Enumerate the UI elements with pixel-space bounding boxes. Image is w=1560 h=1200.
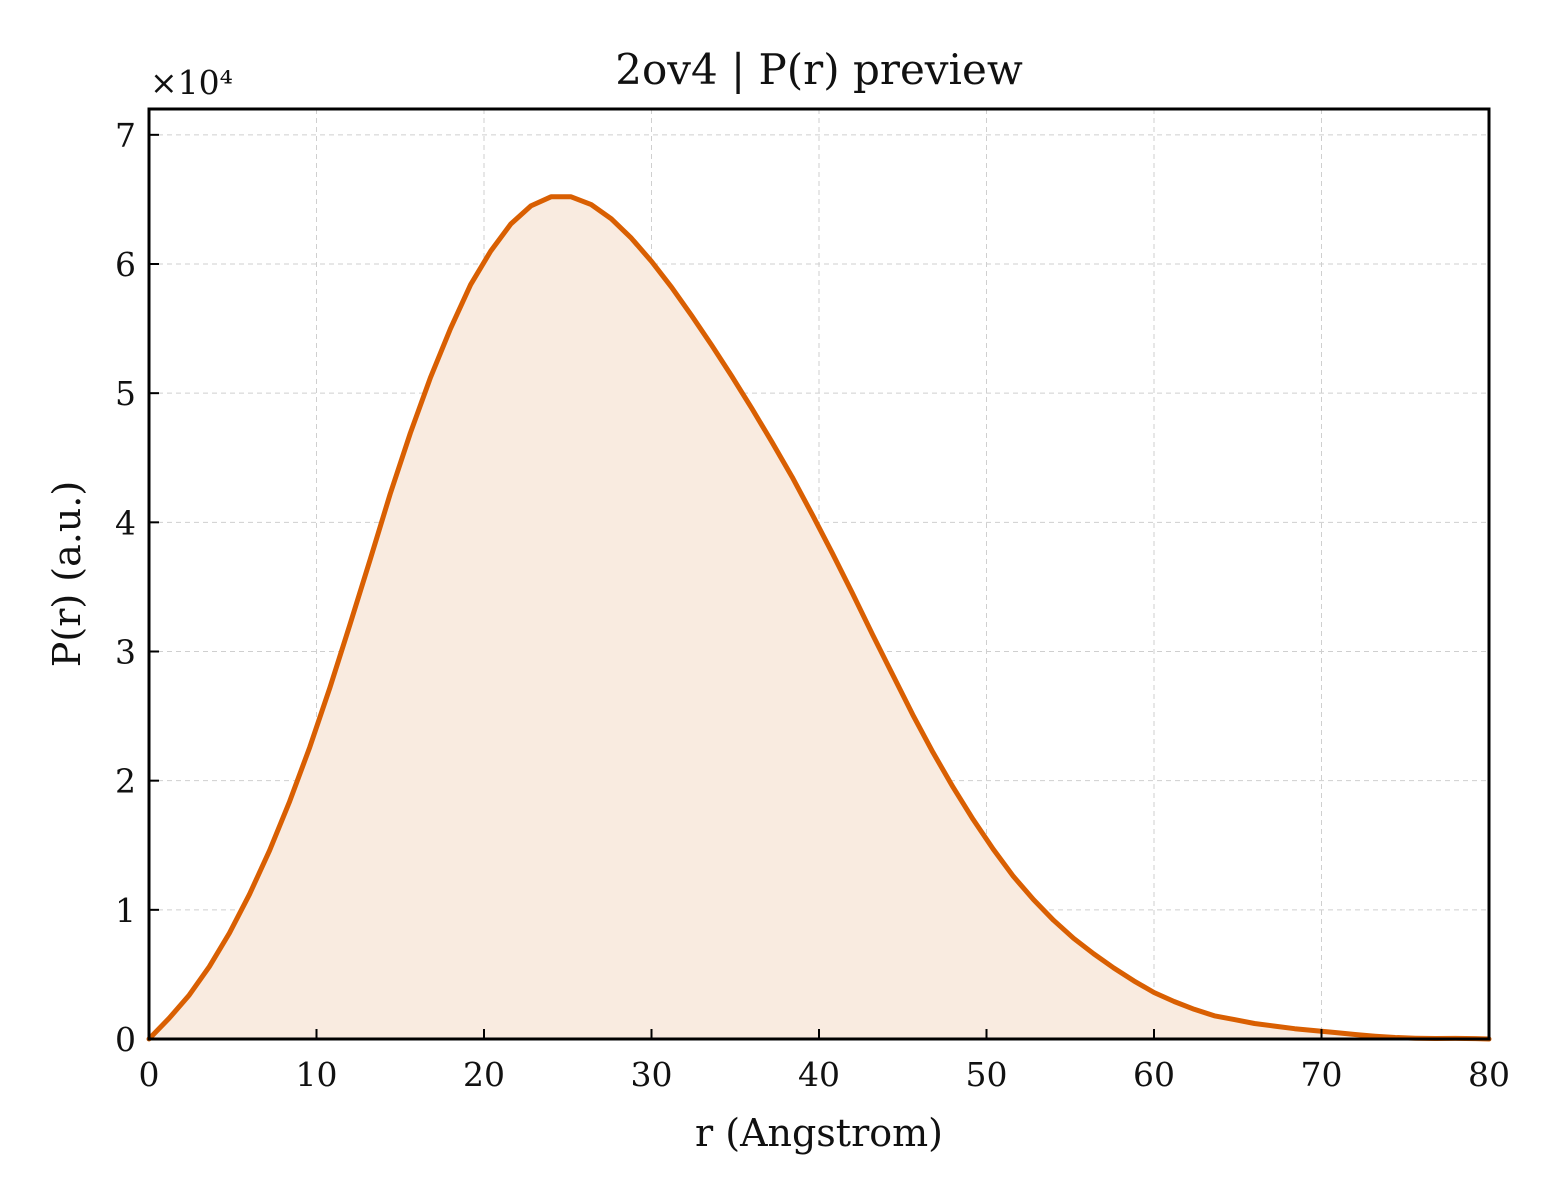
x-tick-label: 20: [463, 1055, 505, 1094]
y-tick-label: 2: [115, 762, 136, 801]
chart-title: 2ov4 | P(r) preview: [615, 45, 1023, 94]
x-tick-label: 50: [966, 1055, 1008, 1094]
x-tick-label: 60: [1133, 1055, 1175, 1094]
y-offset-label: ×10⁴: [150, 63, 233, 102]
axis-ticks: 0 10 20 30 40 50 60 70 80 0 1 2 3 4 5 6 7: [115, 116, 1510, 1094]
x-tick-label: 80: [1468, 1055, 1510, 1094]
y-tick-label: 4: [115, 503, 136, 542]
y-tick-label: 1: [115, 891, 136, 930]
x-axis-label: r (Angstrom): [695, 1111, 943, 1155]
y-axis-label: P(r) (a.u.): [45, 481, 89, 667]
pr-area-fill: [149, 196, 1489, 1040]
x-tick-label: 0: [139, 1055, 160, 1094]
y-tick-label: 7: [115, 116, 136, 155]
x-tick-label: 30: [631, 1055, 673, 1094]
y-tick-label: 5: [115, 374, 136, 413]
x-tick-label: 10: [296, 1055, 338, 1094]
y-tick-label: 3: [115, 633, 136, 672]
y-tick-label: 6: [115, 245, 136, 284]
y-tick-label: 0: [115, 1020, 136, 1059]
pr-series-line: [146, 194, 1492, 1042]
x-tick-label: 70: [1301, 1055, 1343, 1094]
x-tick-label: 40: [798, 1055, 840, 1094]
